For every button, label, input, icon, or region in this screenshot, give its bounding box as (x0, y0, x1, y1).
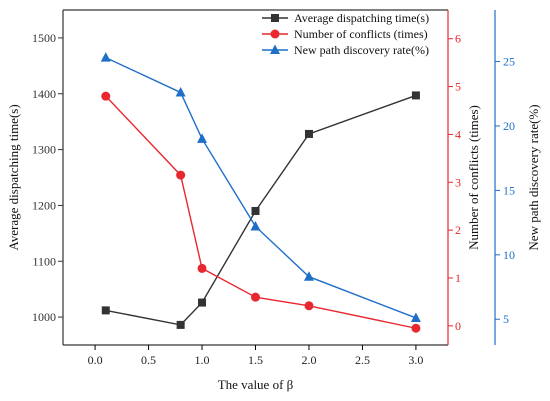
series-right2-point (197, 133, 208, 143)
left-y-axis-title: Average dispatching time(s) (6, 104, 21, 250)
right1-y-tick-label: 4 (455, 127, 461, 141)
series-right2-point (250, 220, 261, 231)
right1-y-tick-label: 5 (455, 80, 461, 94)
right1-y-tick-label: 3 (455, 175, 461, 189)
right2-y-tick-label: 5 (503, 312, 509, 326)
series-right2-point (303, 271, 314, 281)
series-right1-point (101, 91, 111, 101)
series-left-line (105, 94, 417, 326)
axes-layer: 0.0 0.5 1.0 1.5 2.0 2.5 3.0 The value of β 1000 1… (6, 9, 541, 392)
right1-y-tick-label: 2 (455, 223, 461, 237)
right1-y-tick-label: 1 (455, 271, 461, 285)
right2-y-axis-title: New path discovery rate(%) (526, 104, 541, 250)
left-y-tick-label: 1200 (32, 198, 56, 212)
right1-y-tick-label: 6 (455, 32, 461, 46)
right2-y-tick-label: 25 (503, 55, 515, 69)
x-tick-label: 0.0 (88, 353, 103, 367)
x-tick-label: 3.0 (408, 353, 423, 367)
series-right1-line (105, 95, 417, 329)
legend-marker (270, 29, 280, 39)
series-layer (100, 52, 421, 333)
left-y-tick-label: 1300 (32, 143, 56, 157)
series-right1-point (176, 170, 186, 180)
right2-y-tick-label: 15 (503, 183, 515, 197)
series-right2-point (175, 86, 186, 97)
right2-y-tick-label: 10 (503, 248, 515, 262)
series-left-point (198, 298, 207, 307)
legend-label: Average dispatching time(s) (294, 11, 429, 25)
legend-marker (270, 44, 280, 54)
series-left-point (411, 91, 420, 100)
series-right2-point (410, 312, 421, 322)
series-left-point (304, 129, 313, 138)
series-right2-line (105, 57, 417, 319)
left-y-tick-label: 1000 (32, 310, 56, 324)
left-y-tick-label: 1100 (32, 254, 56, 268)
right1-y-tick-label: 0 (455, 319, 461, 333)
x-tick-label: 0.5 (141, 353, 156, 367)
series-right1-point (304, 301, 314, 311)
series-right1-point (197, 263, 207, 273)
left-y-tick-label: 1400 (32, 87, 56, 101)
series-right1-point (251, 292, 260, 302)
legend-marker (271, 14, 279, 22)
x-tick-label: 2.0 (301, 353, 316, 367)
right1-y-axis-title: Number of conflicts (times) (466, 105, 481, 250)
left-y-tick-label: 1500 (32, 31, 56, 45)
x-tick-label: 1.0 (195, 353, 210, 367)
legend-label: Number of conflicts (times) (294, 27, 428, 41)
series-left-point (176, 320, 185, 329)
series-right1-point (411, 323, 421, 333)
x-tick-label: 1.5 (248, 353, 263, 367)
x-tick-label: 2.5 (355, 353, 370, 367)
series-left-point (101, 306, 110, 315)
series-left-point (251, 207, 260, 215)
right2-y-tick-label: 20 (503, 119, 515, 133)
series-right2-point (100, 52, 111, 62)
legend-label: New path discovery rate(%) (294, 43, 429, 57)
legend: Average dispatching time(s) Number of con… (262, 11, 429, 57)
x-axis-title: The value of β (218, 377, 294, 392)
